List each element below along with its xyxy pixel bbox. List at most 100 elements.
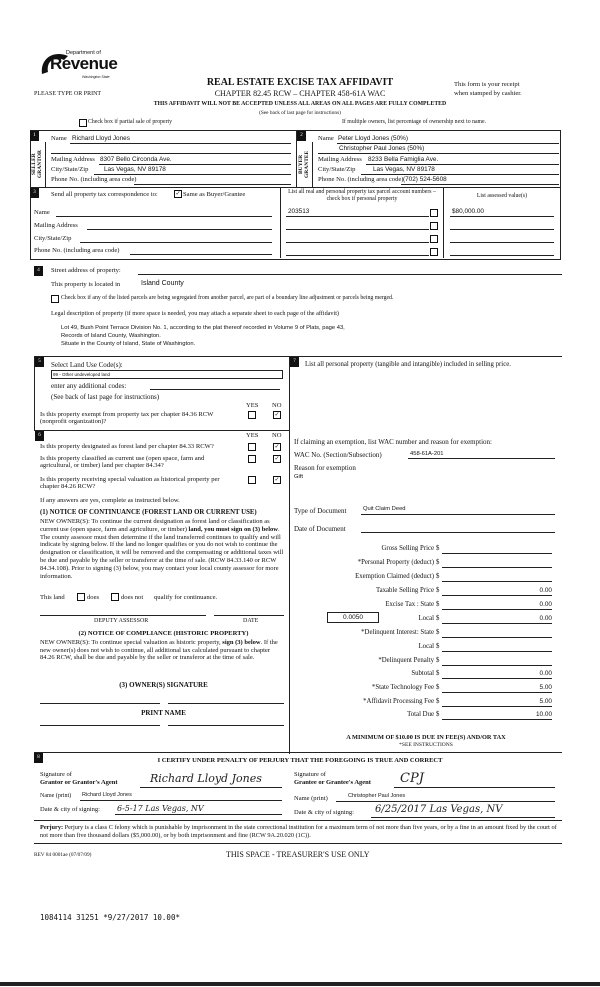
parcel-number-field[interactable]: 203513	[288, 208, 310, 215]
street-address-label: Street address of property:	[51, 267, 121, 274]
reason-field[interactable]: Gift	[294, 474, 304, 480]
forest-no-checkbox[interactable]: ✓	[273, 443, 281, 451]
fee-value-field[interactable]: 5.00	[442, 698, 552, 707]
corr-city-field[interactable]	[80, 242, 272, 243]
print-name-line[interactable]	[40, 725, 160, 726]
fee-value-field[interactable]	[442, 545, 552, 554]
street-address-field[interactable]	[138, 274, 562, 275]
personal-property-checkbox[interactable]	[430, 209, 438, 217]
revision-code: REV 84 0001ae (07/07/09)	[34, 852, 92, 858]
grantor-name-label: Name (print)	[40, 793, 72, 799]
county-field[interactable]: Island County	[141, 280, 184, 287]
fee-value-field[interactable]	[442, 657, 552, 666]
currency-sign: $	[436, 670, 440, 677]
wac-field[interactable]: 458-61A-201	[410, 451, 444, 457]
this-land-label: This land	[40, 594, 65, 601]
assessed-value-field[interactable]	[450, 242, 554, 243]
local-rate-field[interactable]: 0.0050	[327, 612, 379, 623]
buyer-name-field[interactable]: Peter Lloyd Jones (50%)	[338, 135, 408, 142]
parcel-number-field[interactable]	[286, 229, 429, 230]
grantee-name-label: Name (print)	[294, 795, 328, 802]
fee-value-field[interactable]: 10.00	[442, 711, 552, 720]
assessed-value-field[interactable]: $80,000.00	[452, 208, 484, 215]
parcel-number-field[interactable]	[286, 255, 429, 256]
fee-value-field[interactable]: 5.00	[442, 684, 552, 693]
currency-sign: $	[436, 559, 440, 566]
personal-property-checkbox[interactable]	[430, 235, 438, 243]
buyer-phone-field[interactable]: (702) 524-5608	[403, 176, 447, 183]
buyer-name-2-field[interactable]: Christopher Paul Jones (50%)	[339, 145, 425, 152]
partial-sale-label: Check box if partial sale of property	[88, 119, 173, 125]
seller-city-field[interactable]: Las Vegas, NV 89178	[104, 166, 166, 173]
personal-property-checkbox[interactable]	[430, 248, 438, 256]
same-as-buyer-label: Same as Buyer/Grantee	[183, 191, 246, 198]
doc-date-field[interactable]	[361, 532, 555, 533]
fee-label: Subtotal	[411, 670, 434, 677]
doc-type-field[interactable]: Quit Claim Deed	[363, 506, 406, 512]
receipt-note: This form is your receipt	[454, 81, 520, 88]
current-use-no-checkbox[interactable]: ✓	[273, 455, 281, 463]
grantee-name-field[interactable]: Christopher Paul Jones	[348, 793, 406, 799]
buyer-city-field[interactable]: Las Vegas, NV 89178	[373, 166, 435, 173]
fee-value-field[interactable]	[442, 629, 552, 638]
land-use-select[interactable]: 99 - Other undeveloped land	[51, 370, 283, 379]
warning-text: THIS AFFIDAVIT WILL NOT BE ACCEPTED UNLE…	[153, 101, 447, 107]
parcel-number-field[interactable]	[286, 242, 429, 243]
historic-no-checkbox[interactable]: ✓	[273, 476, 281, 484]
segregated-checkbox[interactable]	[51, 295, 59, 303]
fee-value-field[interactable]: 0.00	[442, 670, 552, 679]
assessed-value-field[interactable]	[450, 229, 554, 230]
corr-mailing-field[interactable]	[87, 229, 272, 230]
grantee-date-label: Date & city of signing:	[294, 809, 354, 816]
fee-label: *Affidavit Processing Fee	[363, 698, 434, 705]
fee-label: Taxable Selling Price	[375, 587, 434, 594]
partial-sale-checkbox[interactable]	[79, 119, 87, 127]
fee-value-field[interactable]	[442, 559, 552, 568]
forest-yes-checkbox[interactable]	[248, 443, 256, 451]
assessed-value-field[interactable]	[450, 255, 554, 256]
fee-value-field[interactable]: 0.00	[442, 615, 552, 624]
corr-mailing-label: Mailing Address	[34, 222, 78, 229]
currency-sign: $	[436, 684, 440, 691]
please-type: PLEASE TYPE OR PRINT	[34, 91, 102, 97]
deputy-date-line[interactable]	[214, 615, 284, 616]
current-use-question: Is this property classified as current u…	[40, 455, 205, 469]
grantor-agent-label: Grantor or Grantor's Agent	[40, 779, 118, 786]
deputy-assessor-signature-line[interactable]	[40, 615, 206, 616]
additional-codes-field[interactable]	[150, 389, 280, 390]
historic-yes-checkbox[interactable]	[248, 476, 256, 484]
does-checkbox[interactable]	[77, 593, 85, 601]
fee-value-field[interactable]	[442, 643, 552, 652]
fee-value-field[interactable]: 0.00	[442, 601, 552, 610]
owner-signature-line[interactable]	[40, 703, 160, 704]
seller-mailing-field[interactable]: 8307 Bello Circonda Ave.	[100, 156, 172, 163]
corr-name-field[interactable]	[56, 216, 272, 217]
section-3-number: 3	[30, 188, 39, 198]
grantee-signature[interactable]: CPJ	[400, 771, 424, 786]
fee-label: *Personal Property (deduct)	[357, 559, 434, 566]
currency-sign: $	[436, 698, 440, 705]
grantee-date-field[interactable]: 6/25/2017 Las Vegas, NV	[375, 804, 503, 815]
exempt-no-checkbox[interactable]: ✓	[273, 411, 281, 419]
exempt-yes-checkbox[interactable]	[248, 411, 256, 419]
receipt-note-2: when stamped by cashier.	[454, 90, 522, 97]
same-as-buyer-checkbox[interactable]: ✓	[174, 190, 182, 198]
buyer-mailing-field[interactable]: 8233 Bella Famiglia Ave.	[368, 156, 439, 163]
seller-name-field[interactable]: Richard Lloyd Jones	[72, 135, 130, 142]
print-name-line[interactable]	[168, 725, 284, 726]
does-not-checkbox[interactable]	[111, 593, 119, 601]
grantor-date-field[interactable]: 6-5-17 Las Vegas, NV	[117, 804, 204, 813]
owner-signature-line[interactable]	[168, 703, 284, 704]
corr-phone-field[interactable]	[130, 254, 272, 255]
personal-property-checkbox[interactable]	[430, 222, 438, 230]
fee-value-field[interactable]: 0.00	[442, 587, 552, 596]
grantor-name-field[interactable]: Richard Lloyd Jones	[82, 792, 132, 798]
currency-sign: $	[436, 629, 440, 636]
grantor-signature[interactable]: Richard Lloyd Jones	[150, 772, 262, 785]
current-use-yes-checkbox[interactable]	[248, 455, 256, 463]
buyer-phone-label: Phone No. (including area code)	[318, 176, 404, 183]
fee-value-field[interactable]	[442, 573, 552, 582]
perjury-statement: Perjury: Perjury is a class C felony whi…	[40, 824, 557, 839]
fee-label: Gross Selling Price	[381, 545, 434, 552]
fee-label: Local	[418, 643, 434, 650]
